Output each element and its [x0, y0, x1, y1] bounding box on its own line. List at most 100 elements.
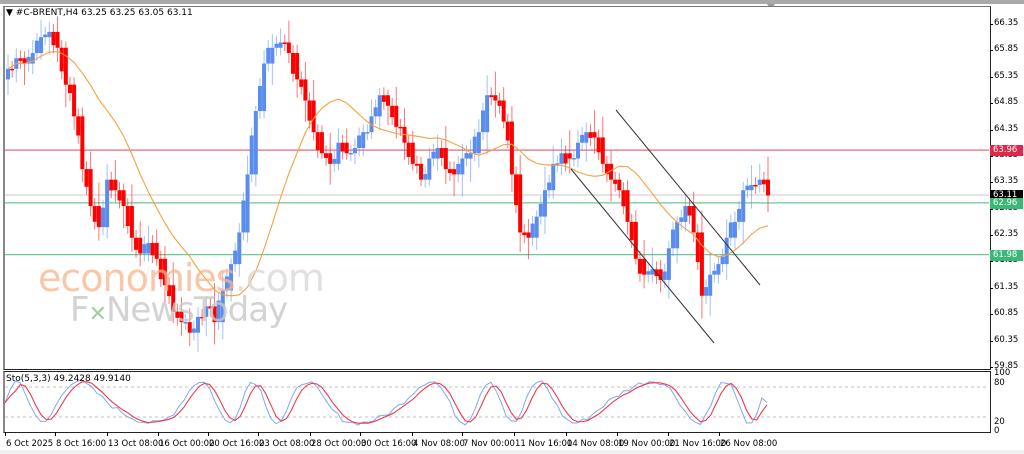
- bear-candle: [117, 190, 122, 201]
- price-tick: [990, 155, 993, 157]
- bear-candle: [109, 179, 114, 191]
- bear-candle: [18, 58, 23, 61]
- bull-candle: [274, 43, 279, 48]
- bear-candle: [96, 206, 101, 228]
- time-label: 28 Oct 00:00: [311, 439, 367, 449]
- time-label: 6 Oct 2025: [6, 439, 54, 449]
- time-label: 4 Nov 08:00: [413, 439, 465, 449]
- watermark-newstoday: NewsToday: [106, 290, 288, 330]
- bear-candle: [299, 79, 304, 87]
- bear-candle: [414, 163, 419, 166]
- bull-candle: [481, 110, 485, 133]
- bull-candle: [30, 53, 35, 64]
- bear-candle: [125, 206, 130, 227]
- bear-candle: [493, 95, 498, 101]
- bear-candle: [88, 169, 93, 207]
- bull-candle: [241, 200, 246, 233]
- bear-candle: [592, 132, 597, 138]
- bear-candle: [51, 31, 56, 46]
- bear-candle: [187, 322, 192, 333]
- bear-candle: [394, 105, 399, 127]
- bull-candle: [679, 217, 684, 222]
- bear-candle: [621, 190, 626, 207]
- price-tick: [990, 314, 993, 316]
- bear-candle: [761, 179, 766, 185]
- bear-candle: [406, 142, 411, 157]
- price-label: 66.35: [994, 18, 1019, 28]
- bull-candle: [472, 136, 477, 154]
- bear-candle: [282, 42, 287, 44]
- bear-candle: [419, 163, 424, 180]
- bear-candle: [588, 132, 593, 138]
- bull-candle: [538, 203, 543, 217]
- time-tick: [5, 432, 6, 436]
- bull-candle: [464, 153, 469, 159]
- symbol-info[interactable]: ▼ #C-BRENT,H4 63.25 63.25 63.05 63.11: [6, 8, 193, 18]
- bull-candle: [257, 85, 262, 112]
- price-tag-resistance: 63.96: [990, 145, 1023, 157]
- bear-candle: [59, 47, 64, 72]
- time-tick: [719, 432, 720, 436]
- price-tick: [990, 50, 993, 52]
- bull-candle: [460, 158, 465, 175]
- price-tick: [990, 24, 993, 25]
- bear-candle: [699, 232, 704, 296]
- bull-candle: [270, 47, 275, 64]
- bull-candle: [142, 244, 147, 254]
- time-label: 13 Oct 08:00: [108, 439, 164, 449]
- price-tag-support: 62.96: [990, 197, 1023, 209]
- bull-candle: [377, 95, 382, 117]
- time-label: 19 Nov 00:00: [618, 439, 676, 449]
- bear-candle: [390, 105, 395, 118]
- price-label: 65.85: [994, 44, 1019, 55]
- time-label: 16 Oct 00:00: [159, 439, 215, 449]
- price-chart-panel[interactable]: [3, 6, 991, 370]
- time-tick: [107, 432, 108, 436]
- bull-candle: [348, 152, 353, 155]
- bear-candle: [518, 174, 523, 233]
- bear-candle: [319, 132, 324, 154]
- bear-candle: [22, 58, 27, 64]
- bear-candle: [63, 47, 68, 85]
- bear-candle: [55, 31, 60, 48]
- time-tick: [566, 432, 567, 436]
- bull-candle: [724, 237, 729, 265]
- bull-candle: [216, 300, 221, 323]
- bull-candle: [704, 287, 709, 296]
- watermark-x-icon: ✕: [88, 302, 107, 327]
- time-label: 20 Oct 16:00: [209, 439, 265, 449]
- window-top-border: [0, 0, 1024, 4]
- bull-candle: [357, 135, 362, 149]
- bear-candle: [753, 184, 758, 187]
- price-tick: [990, 367, 993, 368]
- bull-candle: [530, 223, 535, 238]
- bear-candle: [167, 285, 172, 297]
- bear-candle: [398, 126, 403, 129]
- bull-candle: [666, 248, 671, 280]
- watermark-f: F: [70, 290, 90, 330]
- bear-candle: [386, 95, 390, 106]
- bear-candle: [497, 100, 502, 106]
- bear-candle: [200, 316, 205, 319]
- bear-candle: [617, 179, 622, 191]
- stochastic-panel[interactable]: [3, 371, 991, 433]
- bull-candle: [435, 148, 440, 159]
- bull-candle: [551, 163, 556, 191]
- bull-candle: [427, 158, 432, 180]
- stochastic-info[interactable]: Sto(5,3,3) 49.2428 49.9140: [6, 374, 131, 384]
- price-tag-current-price: 63.11: [990, 189, 1023, 201]
- bear-candle: [311, 100, 316, 133]
- bull-candle: [224, 276, 229, 291]
- bull-candle: [476, 132, 481, 154]
- bear-candle: [340, 142, 345, 152]
- bear-candle: [315, 132, 320, 151]
- price-tick: [990, 103, 993, 105]
- bull-candle: [745, 185, 750, 191]
- time-label: 14 Nov 08:00: [567, 439, 625, 449]
- price-tick: [990, 208, 993, 210]
- bull-candle: [361, 132, 366, 149]
- time-label: 23 Oct 08:00: [259, 439, 315, 449]
- bull-candle: [485, 95, 490, 133]
- time-tick: [412, 432, 413, 436]
- bear-candle: [138, 237, 143, 254]
